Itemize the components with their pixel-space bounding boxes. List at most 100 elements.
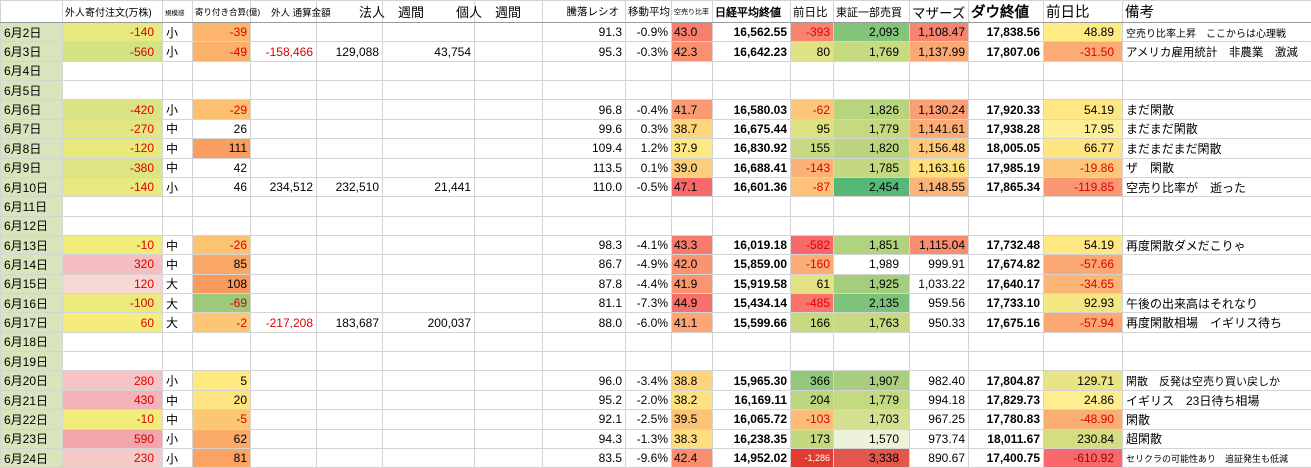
cell-short[interactable]: [672, 81, 713, 100]
cell-nikkei[interactable]: [713, 61, 791, 80]
cell-gaijin[interactable]: [63, 332, 163, 351]
cell-ma[interactable]: -3.4%: [626, 371, 672, 390]
cell-ma[interactable]: [626, 352, 672, 371]
cell-filler[interactable]: [475, 61, 543, 80]
cell-yori[interactable]: -29: [193, 100, 251, 119]
cell-dd[interactable]: 230.84: [1044, 429, 1123, 448]
cell-ratio[interactable]: 94.3: [543, 429, 626, 448]
cell-dd[interactable]: [1044, 332, 1123, 351]
cell-ma[interactable]: 0.3%: [626, 119, 672, 138]
cell-dd[interactable]: 24.86: [1044, 390, 1123, 409]
cell-gaijin[interactable]: 430: [63, 390, 163, 409]
cell-yori[interactable]: -39: [193, 23, 251, 42]
cell-ratio[interactable]: [543, 61, 626, 80]
cell-ratio[interactable]: [543, 81, 626, 100]
cell-kojin[interactable]: [383, 100, 475, 119]
cell-dd[interactable]: -19.86: [1044, 158, 1123, 177]
cell-houjin[interactable]: [317, 390, 383, 409]
cell-tosho[interactable]: 1,851: [834, 235, 910, 254]
cell-date[interactable]: 6月19日: [1, 352, 63, 371]
cell-filler[interactable]: [475, 139, 543, 158]
cell-size[interactable]: 小: [163, 42, 193, 61]
cell-dow[interactable]: 17,807.06: [969, 42, 1044, 61]
cell-remark[interactable]: 空売り比率上昇 ここからは心理戦: [1123, 23, 1311, 42]
cell-nikkei[interactable]: 16,688.41: [713, 158, 791, 177]
cell-kojin[interactable]: [383, 235, 475, 254]
cell-filler[interactable]: [475, 197, 543, 216]
cell-remark[interactable]: まだまだまだ閑散: [1123, 139, 1311, 158]
cell-nd[interactable]: 95: [791, 119, 834, 138]
cell-gaijin[interactable]: 320: [63, 255, 163, 274]
cell-nd[interactable]: -485: [791, 294, 834, 313]
cell-mothers[interactable]: 950.33: [910, 313, 969, 332]
cell-filler[interactable]: [475, 352, 543, 371]
cell-mothers[interactable]: 1,130.24: [910, 100, 969, 119]
cell-size[interactable]: 中: [163, 119, 193, 138]
cell-nikkei[interactable]: [713, 197, 791, 216]
cell-kojin[interactable]: [383, 274, 475, 293]
cell-nd[interactable]: 80: [791, 42, 834, 61]
cell-kojin[interactable]: [383, 332, 475, 351]
cell-ma[interactable]: [626, 332, 672, 351]
cell-ma[interactable]: -4.9%: [626, 255, 672, 274]
cell-ratio[interactable]: 87.8: [543, 274, 626, 293]
cell-nd[interactable]: 173: [791, 429, 834, 448]
cell-yori[interactable]: 46: [193, 177, 251, 196]
cell-tosho[interactable]: 1,779: [834, 119, 910, 138]
cell-houjin[interactable]: [317, 139, 383, 158]
cell-nd[interactable]: -103: [791, 410, 834, 429]
cell-gt[interactable]: [251, 23, 317, 42]
cell-gt[interactable]: 234,512: [251, 177, 317, 196]
cell-short[interactable]: 41.1: [672, 313, 713, 332]
cell-mothers[interactable]: 1,115.04: [910, 235, 969, 254]
cell-mothers[interactable]: 1,108.47: [910, 23, 969, 42]
cell-date[interactable]: 6月3日: [1, 42, 63, 61]
cell-ratio[interactable]: 92.1: [543, 410, 626, 429]
cell-houjin[interactable]: [317, 197, 383, 216]
cell-ma[interactable]: -2.5%: [626, 410, 672, 429]
cell-houjin[interactable]: [317, 429, 383, 448]
cell-date[interactable]: 6月18日: [1, 332, 63, 351]
cell-nikkei[interactable]: 16,169.11: [713, 390, 791, 409]
cell-ma[interactable]: -2.0%: [626, 390, 672, 409]
cell-ratio[interactable]: 110.0: [543, 177, 626, 196]
cell-filler[interactable]: [475, 429, 543, 448]
cell-yori[interactable]: -49: [193, 42, 251, 61]
cell-mothers[interactable]: 1,148.55: [910, 177, 969, 196]
cell-gt[interactable]: [251, 197, 317, 216]
cell-filler[interactable]: [475, 410, 543, 429]
cell-date[interactable]: 6月4日: [1, 61, 63, 80]
cell-date[interactable]: 6月22日: [1, 410, 63, 429]
cell-size[interactable]: 小: [163, 371, 193, 390]
cell-dow[interactable]: 17,732.48: [969, 235, 1044, 254]
cell-dow[interactable]: 17,674.82: [969, 255, 1044, 274]
cell-size[interactable]: 中: [163, 410, 193, 429]
cell-mothers[interactable]: 1,156.48: [910, 139, 969, 158]
cell-short[interactable]: 39.0: [672, 158, 713, 177]
cell-filler[interactable]: [475, 119, 543, 138]
cell-mothers[interactable]: 999.91: [910, 255, 969, 274]
cell-ratio[interactable]: [543, 352, 626, 371]
cell-tosho[interactable]: 1,703: [834, 410, 910, 429]
cell-nd[interactable]: [791, 352, 834, 371]
cell-dow[interactable]: 17,985.19: [969, 158, 1044, 177]
cell-dow[interactable]: 17,938.28: [969, 119, 1044, 138]
cell-size[interactable]: [163, 197, 193, 216]
cell-kojin[interactable]: [383, 23, 475, 42]
cell-ratio[interactable]: 98.3: [543, 235, 626, 254]
cell-dow[interactable]: [969, 352, 1044, 371]
cell-remark[interactable]: 再度閑散ダメだこりゃ: [1123, 235, 1311, 254]
cell-gt[interactable]: [251, 139, 317, 158]
cell-mothers[interactable]: 1,163.16: [910, 158, 969, 177]
cell-houjin[interactable]: [317, 332, 383, 351]
cell-nd[interactable]: -62: [791, 100, 834, 119]
cell-remark[interactable]: ザ 閑散: [1123, 158, 1311, 177]
cell-gaijin[interactable]: -380: [63, 158, 163, 177]
cell-filler[interactable]: [475, 216, 543, 235]
cell-kojin[interactable]: [383, 197, 475, 216]
cell-nikkei[interactable]: [713, 216, 791, 235]
cell-nikkei[interactable]: [713, 81, 791, 100]
cell-houjin[interactable]: [317, 23, 383, 42]
cell-tosho[interactable]: 1,763: [834, 313, 910, 332]
header-remark[interactable]: 備考: [1123, 1, 1311, 23]
